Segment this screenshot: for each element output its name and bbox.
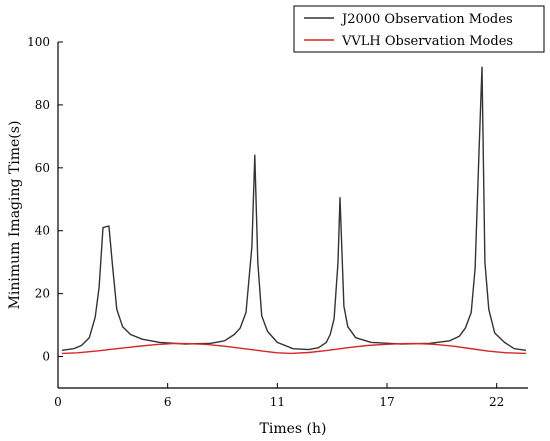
y-tick-label: 100 — [27, 35, 50, 49]
x-tick-label: 0 — [54, 395, 62, 409]
legend: J2000 Observation Modes VVLH Observation… — [293, 5, 545, 53]
series-line-vvlh — [61, 342, 527, 355]
legend-label-j2000: J2000 Observation Modes — [340, 12, 513, 27]
y-tick-label: 20 — [35, 287, 50, 301]
y-tick-label: 0 — [42, 350, 50, 364]
x-tick-label: 17 — [379, 395, 394, 409]
y-axis-title: Minimum Imaging Time(s) — [7, 121, 23, 310]
x-axis-title: Times (h) — [260, 421, 327, 437]
series-layer — [61, 66, 527, 355]
x-tick-label: 6 — [164, 395, 172, 409]
y-tick-label: 60 — [35, 161, 50, 175]
y-tick-label: 80 — [35, 98, 50, 112]
axis-ticks: 0 6 11 17 22 0 20 40 60 80 100 — [27, 35, 504, 409]
series-line-j2000 — [61, 66, 527, 351]
legend-box — [293, 5, 545, 53]
x-tick-label: 11 — [270, 395, 285, 409]
x-tick-label: 22 — [489, 395, 504, 409]
legend-label-vvlh: VVLH Observation Modes — [341, 34, 513, 49]
y-tick-label: 40 — [35, 224, 50, 238]
